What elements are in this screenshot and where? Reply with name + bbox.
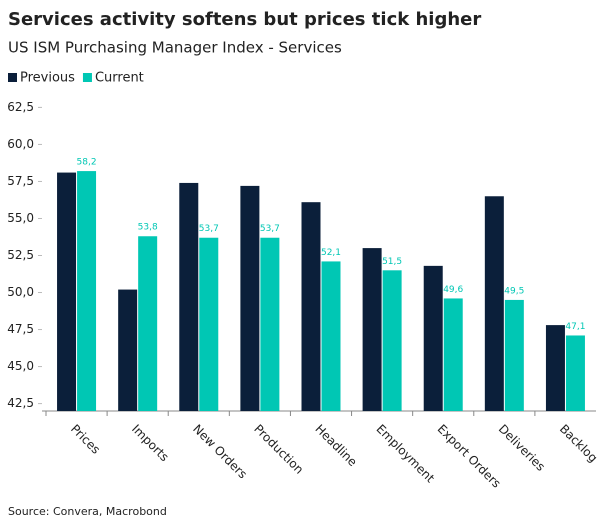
legend-label: Current bbox=[95, 71, 144, 86]
value-label: 47,1 bbox=[565, 322, 585, 332]
x-tick-label: Export Orders bbox=[435, 422, 504, 491]
bar bbox=[77, 171, 97, 411]
legend-label: Previous bbox=[20, 71, 75, 86]
bar bbox=[565, 335, 585, 411]
chart-subtitle: US ISM Purchasing Manager Index - Servic… bbox=[8, 39, 342, 57]
value-label: 58,2 bbox=[77, 158, 97, 168]
y-tick-label: 57,5 bbox=[7, 174, 34, 188]
value-label: 49,5 bbox=[504, 286, 524, 296]
bar bbox=[138, 236, 158, 411]
bar bbox=[260, 237, 280, 411]
x-tick-label: Backlog bbox=[557, 422, 600, 465]
value-label: 49,6 bbox=[443, 285, 463, 295]
value-label: 52,1 bbox=[321, 248, 341, 258]
bar bbox=[199, 237, 219, 411]
value-label: 53,7 bbox=[260, 224, 280, 234]
y-tick-label: 52,5 bbox=[7, 248, 34, 262]
bar bbox=[362, 248, 382, 411]
y-tick-label: 42,5 bbox=[7, 396, 34, 410]
y-tick-label: 62,5 bbox=[7, 100, 34, 114]
value-label: 51,5 bbox=[382, 257, 402, 267]
bar bbox=[301, 202, 321, 411]
y-tick-label: 55,0 bbox=[7, 211, 34, 225]
x-tick-label: Headline bbox=[312, 422, 359, 469]
bar bbox=[321, 261, 341, 411]
bar bbox=[57, 172, 77, 411]
y-tick-label: 60,0 bbox=[7, 137, 34, 151]
value-label: 53,8 bbox=[138, 223, 158, 233]
x-tick-label: Imports bbox=[129, 422, 171, 464]
bar bbox=[179, 182, 199, 411]
legend-swatch bbox=[82, 73, 92, 82]
legend-swatch bbox=[8, 73, 17, 82]
bar bbox=[382, 270, 402, 411]
x-tick-label: New Orders bbox=[190, 422, 250, 482]
bar bbox=[240, 185, 260, 411]
x-tick-label: Production bbox=[251, 422, 306, 477]
bar bbox=[423, 265, 443, 411]
bar bbox=[545, 325, 565, 411]
bar bbox=[504, 299, 524, 411]
chart-title: Services activity softens but prices tic… bbox=[8, 9, 481, 30]
x-tick-label: Deliveries bbox=[496, 422, 548, 474]
x-tick-label: Prices bbox=[68, 422, 103, 457]
bar bbox=[443, 298, 463, 411]
x-tick-label: Employment bbox=[374, 422, 438, 486]
bar bbox=[484, 196, 504, 411]
source: Source: Convera, Macrobond bbox=[8, 505, 167, 518]
bar bbox=[118, 289, 138, 411]
y-tick-label: 47,5 bbox=[7, 322, 34, 336]
value-label: 53,7 bbox=[199, 224, 219, 234]
y-tick-label: 45,0 bbox=[7, 359, 34, 373]
y-tick-label: 50,0 bbox=[7, 285, 34, 299]
